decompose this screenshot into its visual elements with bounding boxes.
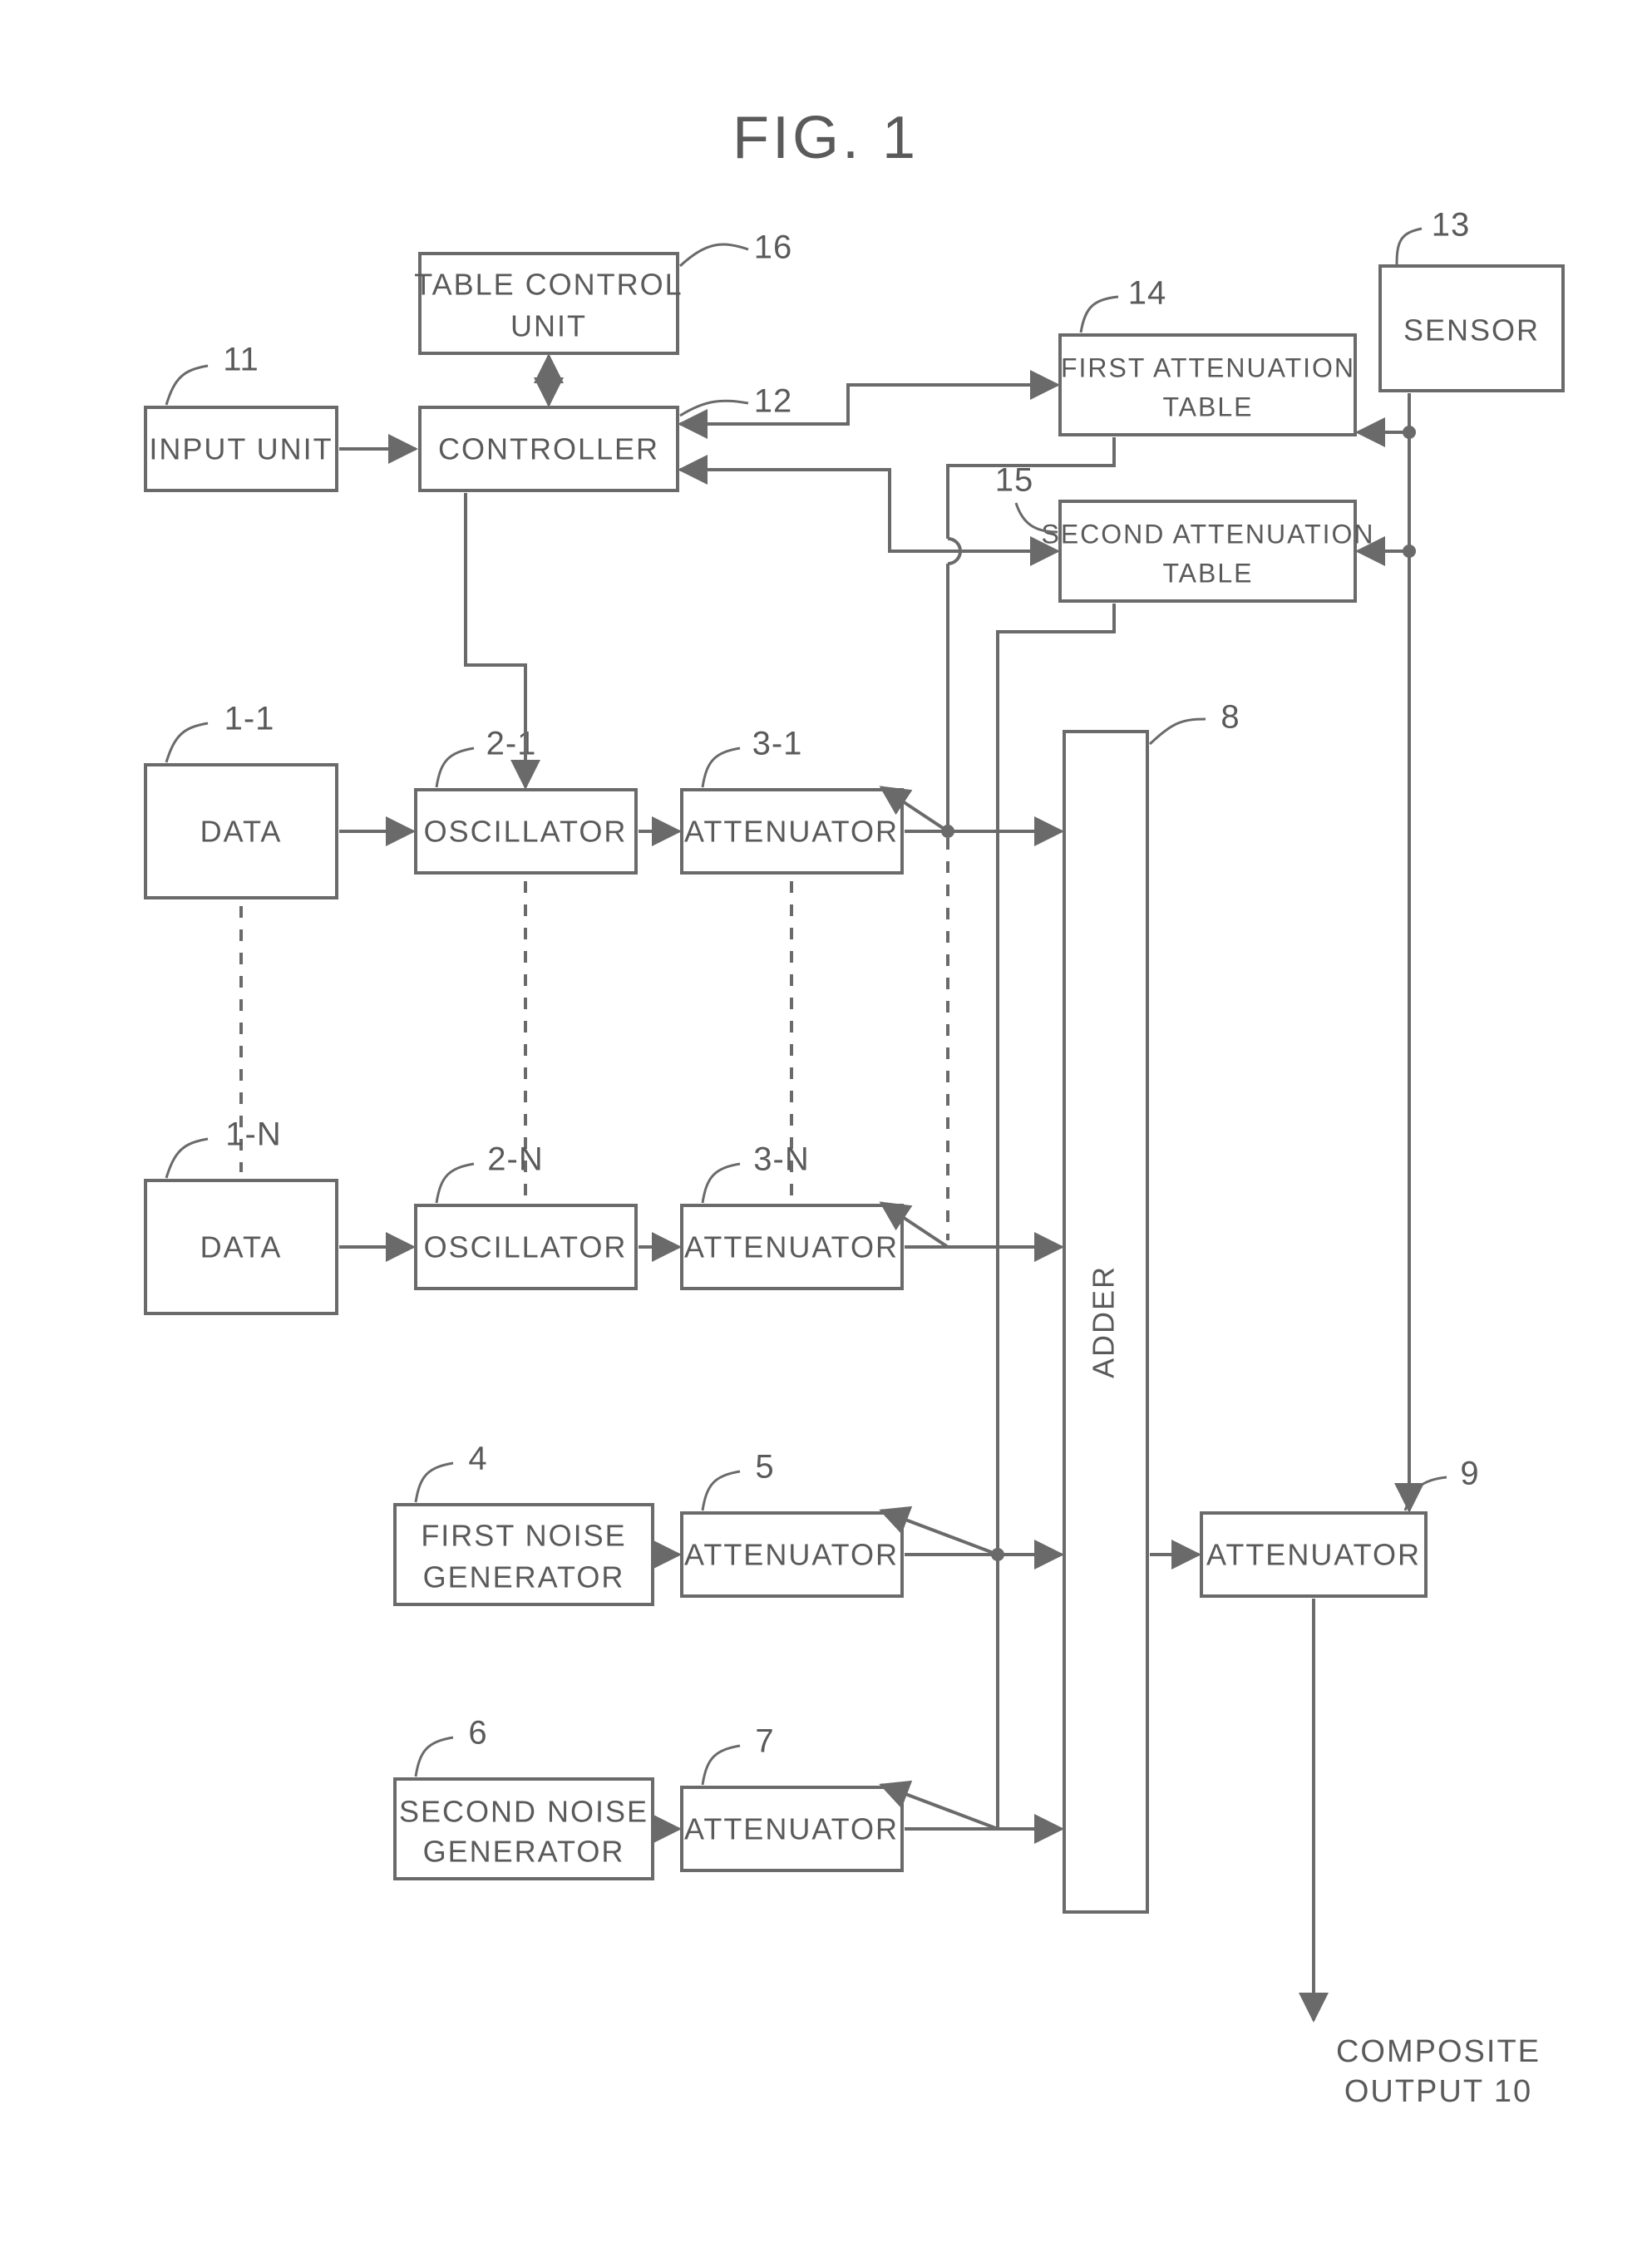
att-n-label: ATTENUATOR bbox=[684, 1230, 899, 1264]
osc-n-label: OSCILLATOR bbox=[424, 1230, 628, 1264]
block-sensor: SENSOR bbox=[1380, 266, 1563, 391]
block-first-attenuation-table: FIRST ATTENUATION TABLE bbox=[1060, 335, 1355, 435]
data-1-label: DATA bbox=[200, 815, 283, 849]
block-oscillator-1: OSCILLATOR bbox=[416, 790, 636, 873]
first-table-label-1: FIRST ATTENUATION bbox=[1061, 352, 1355, 382]
first-table-label-2: TABLE bbox=[1163, 392, 1254, 421]
data-n-label: DATA bbox=[200, 1230, 283, 1264]
ref-16: 16 bbox=[754, 229, 793, 266]
block-oscillator-n: OSCILLATOR bbox=[416, 1205, 636, 1289]
output-label-1: COMPOSITE bbox=[1336, 2034, 1541, 2069]
ref-7: 7 bbox=[755, 1723, 774, 1760]
ref-11: 11 bbox=[223, 342, 259, 378]
controller-label: CONTROLLER bbox=[438, 432, 659, 466]
block-attenuator-9: ATTENUATOR bbox=[1201, 1513, 1426, 1596]
ref-3-n: 3-N bbox=[753, 1141, 809, 1178]
second-table-label-1: SECOND ATTENUATION bbox=[1041, 519, 1374, 549]
sensor-label: SENSOR bbox=[1403, 313, 1540, 347]
block-adder: ADDER bbox=[1064, 732, 1147, 1912]
block-second-attenuation-table: SECOND ATTENUATION TABLE bbox=[1041, 501, 1374, 601]
ref-2-n: 2-N bbox=[487, 1141, 543, 1178]
att9-label: ATTENUATOR bbox=[1206, 1538, 1421, 1572]
adder-label: ADDER bbox=[1087, 1265, 1121, 1378]
node-sensor-a bbox=[1403, 426, 1416, 439]
input-unit-label: INPUT UNIT bbox=[149, 432, 333, 466]
ref-4: 4 bbox=[468, 1441, 487, 1477]
ref-12: 12 bbox=[754, 383, 793, 420]
tcu-label-2: UNIT bbox=[510, 309, 587, 343]
block-data-n: DATA bbox=[145, 1180, 337, 1313]
diagram-canvas: FIG. 1 TABLE CONTROL UNIT 16 CONTROLLER … bbox=[0, 0, 1652, 2262]
att-1-label: ATTENUATOR bbox=[684, 815, 899, 849]
block-attenuator-n: ATTENUATOR bbox=[682, 1205, 902, 1289]
noise1-label-1: FIRST NOISE bbox=[421, 1519, 626, 1553]
osc-1-label: OSCILLATOR bbox=[424, 815, 628, 849]
att7-label: ATTENUATOR bbox=[684, 1812, 899, 1846]
ref-15: 15 bbox=[995, 462, 1034, 499]
ref-9: 9 bbox=[1460, 1456, 1479, 1492]
ref-3-1: 3-1 bbox=[752, 726, 803, 762]
block-attenuator-5: ATTENUATOR bbox=[682, 1513, 902, 1596]
ref-2-1: 2-1 bbox=[486, 726, 537, 762]
ref-5: 5 bbox=[755, 1449, 774, 1486]
output-label-2: OUTPUT 10 bbox=[1344, 2074, 1532, 2109]
att5-label: ATTENUATOR bbox=[684, 1538, 899, 1572]
block-first-noise-generator: FIRST NOISE GENERATOR bbox=[395, 1505, 653, 1604]
block-table-control-unit: TABLE CONTROL UNIT bbox=[414, 254, 683, 353]
block-data-1: DATA bbox=[145, 765, 337, 898]
noise2-label-2: GENERATOR bbox=[423, 1835, 625, 1869]
noise1-label-2: GENERATOR bbox=[423, 1560, 625, 1594]
ref-14: 14 bbox=[1128, 275, 1167, 312]
ref-1-1: 1-1 bbox=[224, 701, 275, 737]
wire-ctrl-table1 bbox=[680, 385, 1058, 424]
ref-8: 8 bbox=[1221, 699, 1240, 736]
figure-title: FIG. 1 bbox=[732, 105, 919, 171]
noise2-label-1: SECOND NOISE bbox=[399, 1795, 648, 1829]
tcu-label-1: TABLE CONTROL bbox=[414, 268, 683, 302]
ref-6: 6 bbox=[468, 1715, 487, 1752]
second-table-label-2: TABLE bbox=[1163, 558, 1254, 588]
ref-13: 13 bbox=[1432, 207, 1471, 244]
block-attenuator-1: ATTENUATOR bbox=[682, 790, 902, 873]
ref-1-n: 1-N bbox=[225, 1116, 281, 1153]
block-second-noise-generator: SECOND NOISE GENERATOR bbox=[395, 1779, 653, 1879]
block-controller: CONTROLLER bbox=[420, 407, 678, 490]
block-attenuator-7: ATTENUATOR bbox=[682, 1787, 902, 1870]
block-input-unit: INPUT UNIT bbox=[145, 407, 337, 490]
